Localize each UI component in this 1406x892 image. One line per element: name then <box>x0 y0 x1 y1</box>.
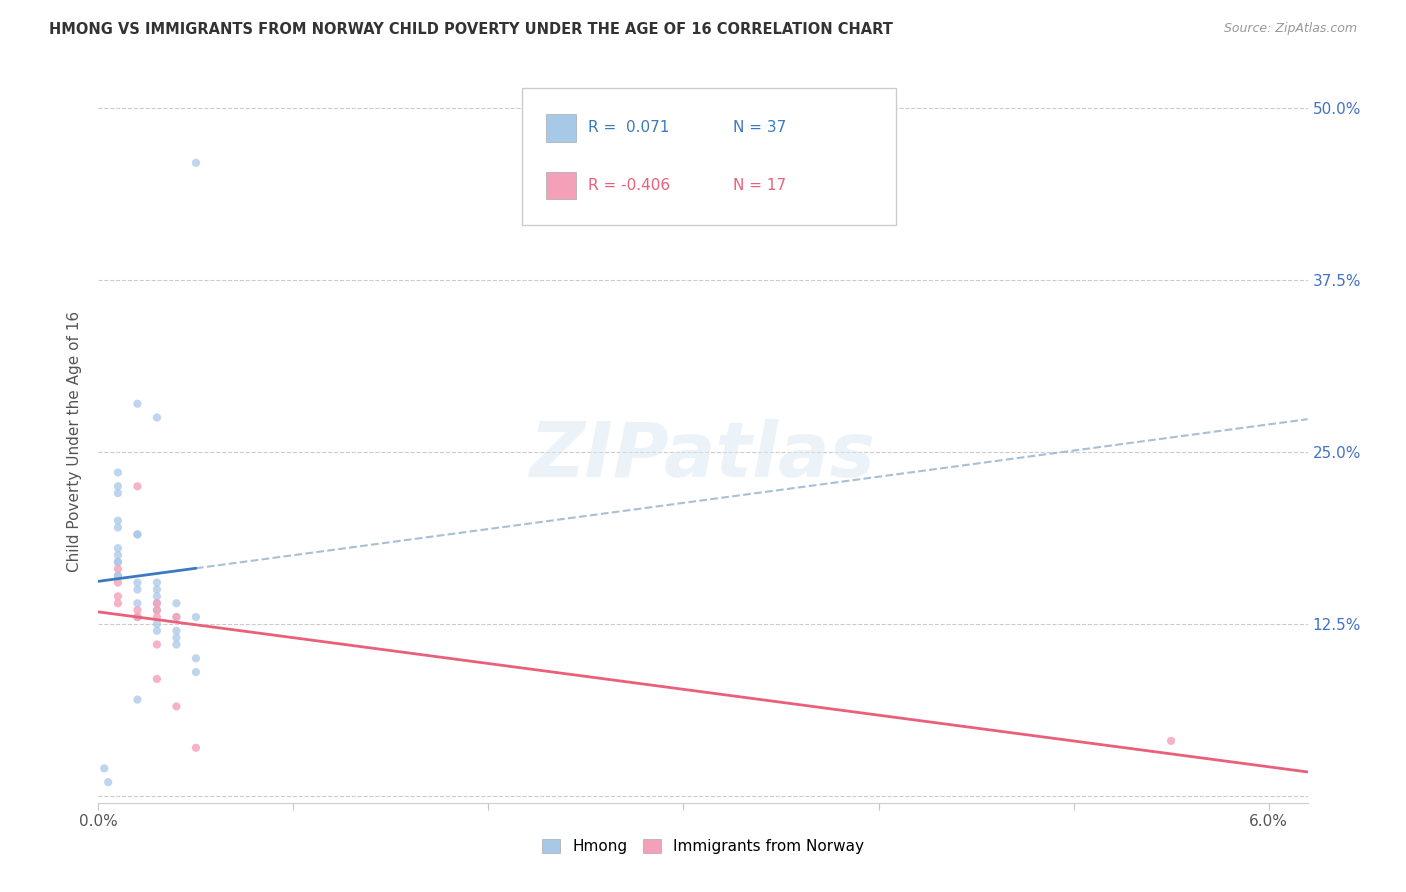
Text: HMONG VS IMMIGRANTS FROM NORWAY CHILD POVERTY UNDER THE AGE OF 16 CORRELATION CH: HMONG VS IMMIGRANTS FROM NORWAY CHILD PO… <box>49 22 893 37</box>
Point <box>146 638 169 652</box>
Point <box>127 582 149 597</box>
Point <box>146 603 169 617</box>
Point <box>146 616 169 631</box>
Point <box>146 590 169 604</box>
Legend: Hmong, Immigrants from Norway: Hmong, Immigrants from Norway <box>536 833 870 860</box>
Point <box>165 631 187 645</box>
Point <box>127 692 149 706</box>
Point <box>127 596 149 610</box>
Point <box>107 562 129 576</box>
Point <box>127 397 149 411</box>
Point <box>184 740 207 755</box>
Text: R = -0.406: R = -0.406 <box>588 178 671 194</box>
Point <box>165 638 187 652</box>
Point <box>93 761 115 775</box>
Point <box>127 479 149 493</box>
Point <box>146 575 169 590</box>
Point <box>127 527 149 541</box>
Point <box>184 156 207 170</box>
Point <box>107 555 129 569</box>
Point <box>127 610 149 624</box>
Point <box>146 596 169 610</box>
Point <box>146 596 169 610</box>
Point <box>127 610 149 624</box>
Point <box>127 527 149 541</box>
Point <box>146 610 169 624</box>
Point <box>107 486 129 500</box>
Point <box>107 555 129 569</box>
FancyBboxPatch shape <box>522 87 897 225</box>
FancyBboxPatch shape <box>546 114 576 142</box>
Point <box>165 610 187 624</box>
Point <box>165 596 187 610</box>
Point <box>184 651 207 665</box>
Point <box>184 665 207 679</box>
Point <box>107 541 129 556</box>
Point <box>107 548 129 562</box>
Point <box>97 775 120 789</box>
Point <box>165 699 187 714</box>
FancyBboxPatch shape <box>546 172 576 200</box>
Point <box>107 479 129 493</box>
Point <box>127 603 149 617</box>
Point <box>107 520 129 534</box>
Point <box>146 582 169 597</box>
Point <box>146 603 169 617</box>
Point <box>146 410 169 425</box>
Text: ZIPatlas: ZIPatlas <box>530 419 876 493</box>
Point <box>107 596 129 610</box>
Point <box>107 568 129 582</box>
Point <box>165 624 187 638</box>
Point <box>184 610 207 624</box>
Point <box>107 466 129 480</box>
Point <box>107 590 129 604</box>
Y-axis label: Child Poverty Under the Age of 16: Child Poverty Under the Age of 16 <box>67 311 83 572</box>
Point <box>107 568 129 582</box>
Point <box>1160 734 1182 748</box>
Point <box>165 610 187 624</box>
Point <box>127 575 149 590</box>
Point <box>107 514 129 528</box>
Text: N = 37: N = 37 <box>734 120 786 136</box>
Point <box>146 672 169 686</box>
Point <box>107 575 129 590</box>
Text: R =  0.071: R = 0.071 <box>588 120 669 136</box>
Text: Source: ZipAtlas.com: Source: ZipAtlas.com <box>1223 22 1357 36</box>
Point <box>146 624 169 638</box>
Text: N = 17: N = 17 <box>734 178 786 194</box>
